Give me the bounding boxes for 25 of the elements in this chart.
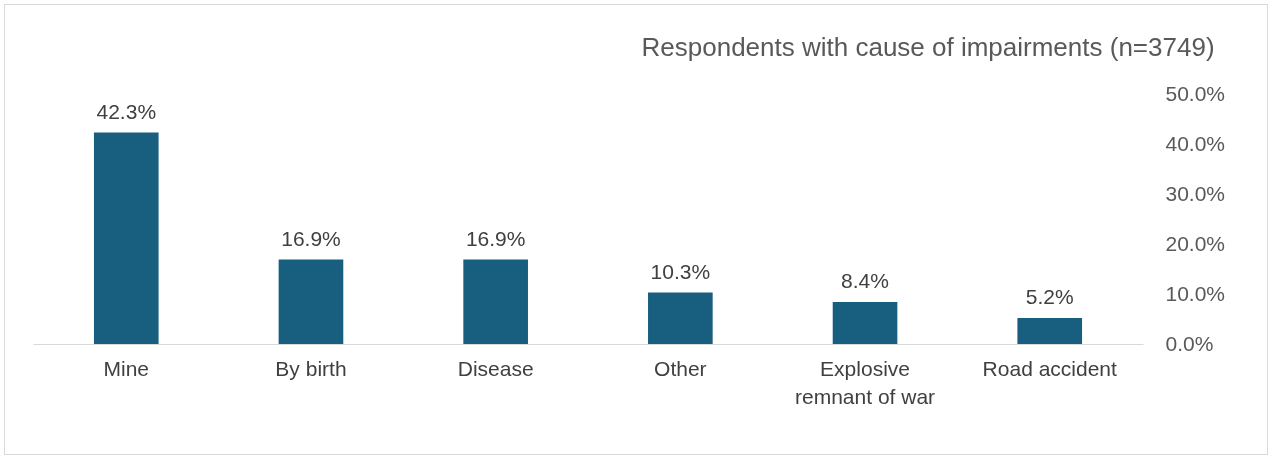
chart-title: Respondents with cause of impairments (n=3749): [641, 32, 1215, 62]
y-tick-label: 20.0%: [1165, 231, 1226, 255]
x-tick-label: By birth: [275, 356, 347, 380]
data-label: 16.9%: [465, 226, 526, 250]
y-tick-label: 0.0%: [1165, 331, 1214, 355]
bar: [463, 259, 528, 344]
bar: [1017, 318, 1083, 344]
y-tick-label: 30.0%: [1165, 181, 1226, 205]
data-label: 42.3%: [96, 99, 157, 123]
data-label: 5.2%: [1025, 285, 1074, 308]
y-tick-label: 10.0%: [1165, 281, 1226, 305]
x-tick-label: Mine: [103, 356, 150, 380]
y-tick-label: 40.0%: [1165, 131, 1226, 155]
data-label: 10.3%: [650, 259, 711, 283]
x-tick-label: Other: [654, 356, 707, 380]
data-label: 16.9%: [281, 226, 341, 250]
y-tick-label: 50.0%: [1165, 81, 1226, 105]
data-label: 8.4%: [841, 269, 889, 292]
bar: [278, 259, 344, 344]
x-tick-label: Explosive remnant of war: [795, 356, 936, 408]
bar: [648, 292, 713, 344]
bar: [832, 302, 898, 344]
bar: [93, 132, 159, 344]
x-tick-label: Disease: [457, 356, 534, 380]
x-tick-label: Road accident: [982, 356, 1118, 380]
